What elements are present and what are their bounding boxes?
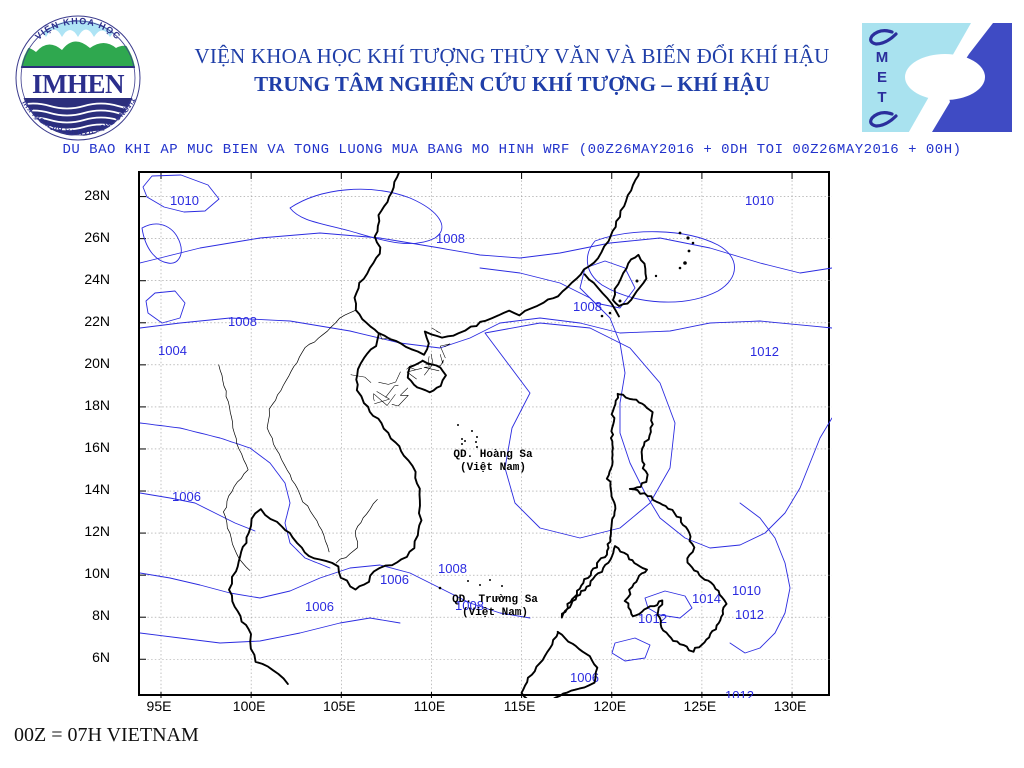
svg-text:1012: 1012 [750,344,779,359]
svg-text:(Việt Nam): (Việt Nam) [462,607,528,619]
svg-text:1006: 1006 [172,489,201,504]
svg-text:1006: 1006 [305,599,334,614]
svg-text:1010: 1010 [170,193,199,208]
svg-text:1008: 1008 [573,299,602,314]
svg-text:QD. Hoàng Sa: QD. Hoàng Sa [453,449,533,461]
svg-text:1012: 1012 [638,611,667,626]
svg-text:1012: 1012 [735,607,764,622]
svg-text:1008: 1008 [436,231,465,246]
svg-text:1012: 1012 [725,688,754,698]
svg-text:1010: 1010 [732,583,761,598]
svg-text:1008: 1008 [228,314,257,329]
svg-text:1010: 1010 [745,193,774,208]
svg-text:1004: 1004 [158,343,187,358]
svg-text:QD. Trường Sa: QD. Trường Sa [452,594,538,606]
svg-text:(Việt Nam): (Việt Nam) [460,462,526,474]
svg-text:1008: 1008 [438,561,467,576]
svg-text:1006: 1006 [380,572,409,587]
svg-text:1014: 1014 [692,591,721,606]
